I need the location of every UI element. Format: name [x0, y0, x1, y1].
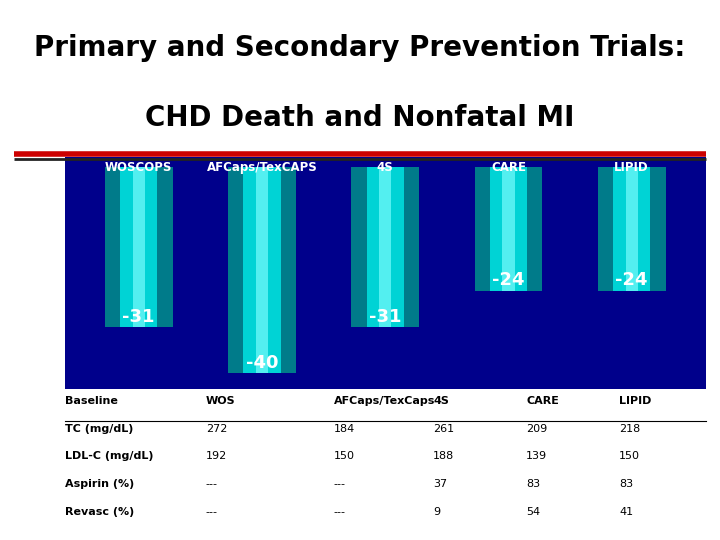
Bar: [613, 167, 650, 291]
Text: WOS: WOS: [206, 396, 235, 406]
Text: CARE: CARE: [491, 161, 526, 174]
Text: 218: 218: [619, 424, 640, 434]
Bar: [490, 167, 527, 291]
Text: 139: 139: [526, 451, 547, 462]
Text: -31: -31: [369, 308, 402, 326]
Text: WOSCOPS: WOSCOPS: [105, 161, 172, 174]
Bar: [503, 167, 515, 291]
Text: CHD Death and Nonfatal MI: CHD Death and Nonfatal MI: [145, 104, 575, 132]
Text: 261: 261: [433, 424, 454, 434]
Text: AFCaps/TexCAPS: AFCaps/TexCAPS: [207, 161, 318, 174]
Bar: [256, 167, 268, 373]
Text: LIPID: LIPID: [619, 396, 652, 406]
Text: CARE: CARE: [526, 396, 559, 406]
Text: LIPID: LIPID: [614, 161, 649, 174]
Bar: [120, 167, 158, 327]
Text: 188: 188: [433, 451, 454, 462]
Bar: [132, 167, 145, 327]
Bar: [626, 167, 638, 291]
Text: ---: ---: [334, 479, 346, 489]
Text: Baseline: Baseline: [65, 396, 117, 406]
Text: LDL-C (mg/dL): LDL-C (mg/dL): [65, 451, 153, 462]
Text: Primary and Secondary Prevention Trials:: Primary and Secondary Prevention Trials:: [35, 35, 685, 63]
Text: ---: ---: [206, 479, 217, 489]
Text: TC (mg/dL): TC (mg/dL): [65, 424, 133, 434]
Text: 83: 83: [619, 479, 633, 489]
Text: 192: 192: [206, 451, 227, 462]
Text: AFCaps/TexCaps: AFCaps/TexCaps: [334, 396, 436, 406]
Text: ---: ---: [206, 507, 217, 517]
Bar: [379, 167, 391, 327]
Bar: [243, 167, 281, 373]
Text: 54: 54: [526, 507, 540, 517]
Text: 272: 272: [206, 424, 227, 434]
Text: 37: 37: [433, 479, 447, 489]
Bar: [228, 167, 296, 373]
Text: Revasc (%): Revasc (%): [65, 507, 134, 517]
Text: 184: 184: [334, 424, 355, 434]
Text: 4S: 4S: [377, 161, 394, 174]
Bar: [474, 167, 542, 291]
Text: 150: 150: [619, 451, 640, 462]
Text: -40: -40: [246, 354, 278, 372]
Text: 83: 83: [526, 479, 540, 489]
Text: 4S: 4S: [433, 396, 449, 406]
Bar: [366, 167, 404, 327]
Text: -31: -31: [122, 308, 155, 326]
Text: -24: -24: [492, 272, 525, 289]
Text: -24: -24: [616, 272, 648, 289]
Text: 150: 150: [334, 451, 355, 462]
Bar: [105, 167, 173, 327]
Text: ---: ---: [334, 507, 346, 517]
Bar: [351, 167, 419, 327]
Bar: [598, 167, 665, 291]
Text: 209: 209: [526, 424, 547, 434]
Y-axis label: RR (%): RR (%): [20, 246, 34, 299]
Text: 41: 41: [619, 507, 633, 517]
Text: Aspirin (%): Aspirin (%): [65, 479, 134, 489]
Text: 9: 9: [433, 507, 441, 517]
